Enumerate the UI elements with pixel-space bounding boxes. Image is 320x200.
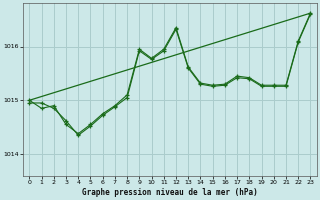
X-axis label: Graphe pression niveau de la mer (hPa): Graphe pression niveau de la mer (hPa) bbox=[82, 188, 258, 197]
